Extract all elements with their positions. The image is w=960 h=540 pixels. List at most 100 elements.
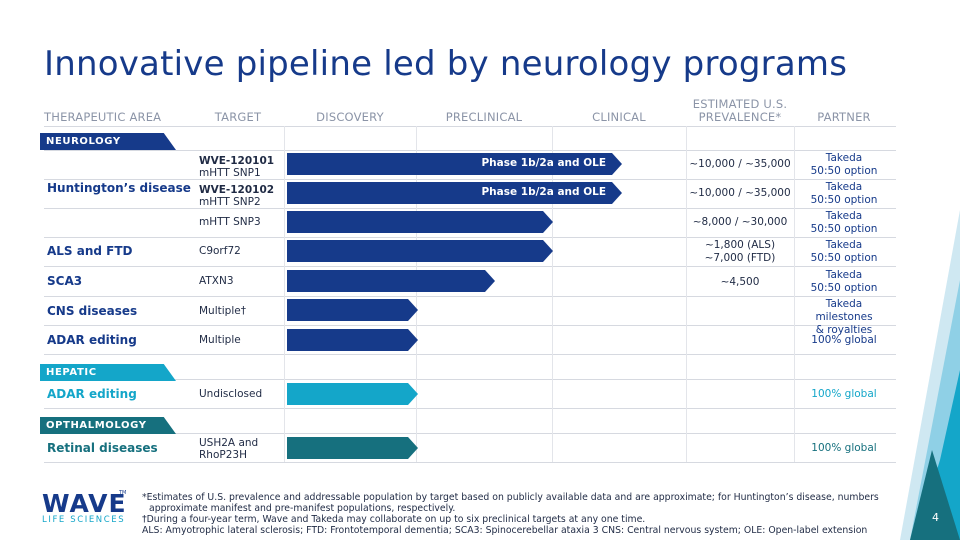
corner-decoration (900, 210, 960, 540)
partner-terms: 50:50 option (810, 223, 878, 235)
section-tag-hepatic: HEPATIC (40, 364, 176, 381)
prevalence-value: ~8,000 / ~30,000 (692, 216, 788, 228)
prevalence-ftd: ~7,000 (FTD) (704, 252, 776, 264)
partner-name: Takeda (825, 239, 863, 251)
partner-terms: & royalties (815, 324, 873, 336)
column-divider (284, 126, 285, 462)
partner-name: Takeda (825, 181, 863, 193)
partner-cell: Takeda 50:50 option (796, 239, 892, 265)
footnote-collaboration: †During a four-year term, Wave and Taked… (142, 514, 646, 525)
header-preclinical: PRECLINICAL (445, 110, 523, 124)
target-ush2a-rhop23h: USH2A and RhoP23H (199, 437, 258, 461)
header-target: TARGET (214, 110, 262, 124)
row-divider (44, 179, 896, 180)
partner-name: Takeda (825, 210, 863, 222)
column-divider (416, 126, 417, 462)
trademark-mark: TM (119, 490, 127, 496)
partner-cell: Takeda 50:50 option (796, 269, 892, 295)
footnote-abbreviations: ALS: Amyotrophic lateral sclerosis; FTD:… (142, 525, 868, 536)
wave-logo: WAVE (42, 489, 127, 518)
phase-label: Phase 1b/2a and OLE (481, 157, 606, 169)
therapeutic-area-retinal: Retinal diseases (47, 441, 158, 455)
target-multiple: Multiple (199, 334, 241, 346)
footnote-prevalence: *Estimates of U.S. prevalence and addres… (142, 492, 879, 503)
row-divider (44, 266, 896, 267)
column-divider (686, 126, 687, 462)
pipeline-bar-c9orf72 (287, 240, 553, 262)
pipeline-bar-wve-120102: Phase 1b/2a and OLE (287, 182, 622, 204)
pipeline-bar-adar-neurology (287, 329, 418, 351)
partner-cell: 100% global (811, 388, 877, 400)
row-divider (44, 208, 896, 209)
prevalence-value: ~4,500 (720, 276, 760, 288)
corner-shape-blue (915, 370, 960, 540)
partner-terms: 50:50 option (810, 252, 878, 264)
target-code: WVE-120102 (199, 184, 275, 196)
partner-cell: Takeda 50:50 option (796, 181, 892, 207)
target-line: RhoP23H (199, 449, 247, 461)
page-number: 4 (932, 511, 939, 524)
header-prevalence-line2: PREVALENCE* (698, 110, 782, 124)
partner-terms: 50:50 option (810, 194, 878, 206)
logo-subtitle: LIFE SCIENCES (42, 515, 126, 525)
header-partner: PARTNER (817, 110, 871, 124)
partner-cell: Takeda 50:50 option (796, 210, 892, 236)
therapeutic-area-als-ftd: ALS and FTD (47, 244, 133, 258)
footnote-prevalence-cont: approximate manifest and pre-manifest po… (149, 503, 456, 514)
pipeline-bar-cns (287, 299, 418, 321)
partner-name: Takeda milestones (815, 298, 873, 323)
section-tag-neurology: NEUROLOGY (40, 133, 176, 150)
therapeutic-area-adar-editing: ADAR editing (47, 333, 137, 347)
target-wve-120101: WVE-120101 mHTT SNP1 (199, 155, 274, 179)
pipeline-bar-wve-120101: Phase 1b/2a and OLE (287, 153, 622, 175)
prevalence-value: ~10,000 / ~35,000 (689, 158, 791, 170)
prevalence-value: ~1,800 (ALS) ~7,000 (FTD) (686, 239, 794, 265)
target-mhtt-snp3: mHTT SNP3 (199, 216, 261, 228)
header-rule (44, 126, 896, 127)
row-divider (44, 433, 896, 434)
row-divider (44, 325, 896, 326)
partner-name: Takeda (825, 269, 863, 281)
header-prevalence-line1: ESTIMATED U.S. (692, 97, 788, 111)
header-discovery: DISCOVERY (316, 110, 384, 124)
column-divider (794, 126, 795, 462)
section-tag-ophthalmology: OPTHALMOLOGY (40, 417, 176, 434)
pipeline-bar-atxn3 (287, 270, 495, 292)
partner-cell: 100% global (811, 334, 877, 346)
row-divider (44, 150, 896, 151)
page-title: Innovative pipeline led by neurology pro… (44, 44, 848, 84)
row-divider (44, 379, 896, 380)
target-line: USH2A and (199, 437, 259, 449)
header-prevalence: ESTIMATED U.S. PREVALENCE* (686, 98, 794, 124)
partner-name: Takeda (825, 152, 863, 164)
target-multiple: Multiple† (199, 305, 246, 317)
target-c9orf72: C9orf72 (199, 245, 241, 257)
row-divider (44, 296, 896, 297)
partner-cell: 100% global (811, 442, 877, 454)
pipeline-bar-adar-hepatic (287, 383, 418, 405)
pipeline-bar-mhtt-snp3 (287, 211, 553, 233)
pipeline-bar-retinal (287, 437, 418, 459)
target-snp: mHTT SNP2 (199, 196, 261, 208)
target-wve-120102: WVE-120102 mHTT SNP2 (199, 184, 274, 208)
therapeutic-area-huntingtons: Huntington’s disease (47, 181, 191, 195)
therapeutic-area-adar-editing-hepatic: ADAR editing (47, 387, 137, 401)
row-divider (44, 408, 896, 409)
therapeutic-area-sca3: SCA3 (47, 274, 83, 288)
target-undisclosed: Undisclosed (199, 388, 263, 400)
target-snp: mHTT SNP1 (199, 167, 261, 179)
partner-terms: 50:50 option (810, 165, 878, 177)
prevalence-als: ~1,800 (ALS) (704, 239, 776, 251)
partner-cell: Takeda 50:50 option (796, 152, 892, 178)
row-divider (44, 462, 896, 463)
header-clinical: CLINICAL (592, 110, 646, 124)
therapeutic-area-cns: CNS diseases (47, 304, 138, 318)
partner-cell: Takeda milestones & royalties (796, 298, 892, 337)
target-atxn3: ATXN3 (199, 275, 234, 287)
target-code: WVE-120101 (199, 155, 275, 167)
row-divider (44, 354, 896, 355)
row-divider (44, 237, 896, 238)
prevalence-value: ~10,000 / ~35,000 (689, 187, 791, 199)
partner-terms: 50:50 option (810, 282, 878, 294)
phase-label: Phase 1b/2a and OLE (481, 186, 606, 198)
